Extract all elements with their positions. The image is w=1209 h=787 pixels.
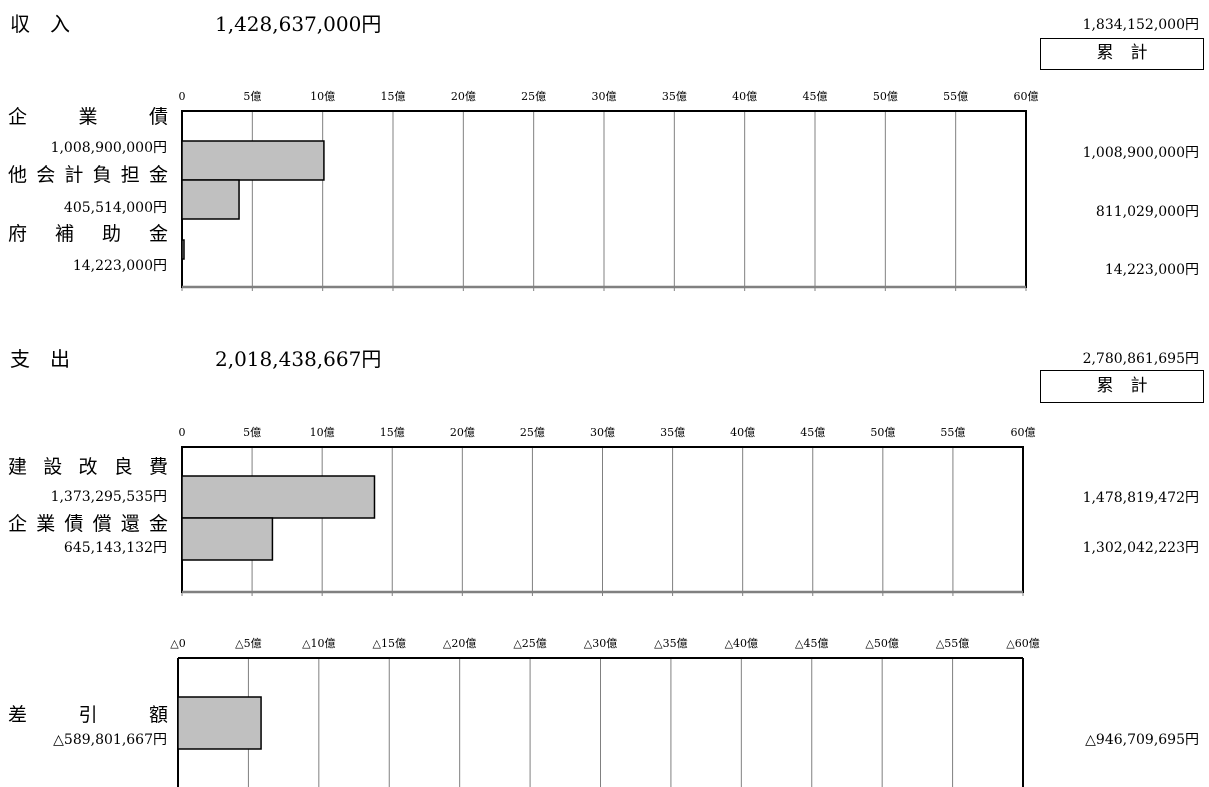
bar <box>177 696 262 750</box>
x-tick-label: △25億 <box>513 637 546 650</box>
x-tick-label: △55億 <box>936 637 969 650</box>
expense-item-cumulative: 1,302,042,223円 <box>1082 540 1199 556</box>
x-tick-label: 0 <box>179 426 186 439</box>
bar <box>181 475 376 519</box>
x-tick-label: 40億 <box>732 90 757 103</box>
expense-item-label: 企業債償還金 <box>8 513 168 535</box>
x-tick-label: 45億 <box>800 426 825 439</box>
x-tick-label: 20億 <box>451 90 476 103</box>
x-tick-label: 55億 <box>940 426 965 439</box>
income-item-label: 他会計負担金 <box>8 164 168 186</box>
x-tick-label: 35億 <box>660 426 685 439</box>
expense-item-amount: 645,143,132円 <box>63 540 167 556</box>
x-tick-label: △0 <box>170 637 185 650</box>
x-tick-label: 0 <box>179 90 186 103</box>
x-tick-label: 10億 <box>310 90 335 103</box>
expense-item-label: 建設改良費 <box>8 456 168 478</box>
x-tick-label: △5億 <box>235 637 261 650</box>
income-item-amount: 1,008,900,000円 <box>50 140 167 156</box>
x-tick-label: △20億 <box>443 637 476 650</box>
x-tick-label: 25億 <box>520 426 545 439</box>
x-tick-label: 60億 <box>1011 426 1036 439</box>
x-tick-label: 35億 <box>662 90 687 103</box>
income-item-cumulative: 14,223,000円 <box>1104 262 1199 278</box>
income-item-amount: 405,514,000円 <box>63 200 167 216</box>
bar <box>181 517 274 561</box>
income-item-label: 企 業 債 <box>8 106 168 128</box>
x-tick-label: 30億 <box>592 90 617 103</box>
income-item-amount: 14,223,000円 <box>72 258 167 274</box>
x-tick-label: 15億 <box>381 90 406 103</box>
income-item-cumulative: 1,008,900,000円 <box>1082 145 1199 161</box>
x-tick-label: 10億 <box>310 426 335 439</box>
bar <box>181 239 185 260</box>
income-item-label: 府 補 助 金 <box>8 223 168 245</box>
x-tick-label: △50億 <box>865 637 898 650</box>
income-item-cumulative: 811,029,000円 <box>1095 204 1199 220</box>
x-tick-label: 55億 <box>943 90 968 103</box>
bar <box>181 140 325 181</box>
x-tick-label: 60億 <box>1014 90 1039 103</box>
income-cumulative-total: 1,834,152,000円 <box>1082 17 1199 33</box>
x-tick-label: 5億 <box>243 426 261 439</box>
expense-item-amount: 1,373,295,535円 <box>50 489 167 505</box>
x-tick-label: 30億 <box>590 426 615 439</box>
x-tick-label: 50億 <box>870 426 895 439</box>
x-tick-label: 40億 <box>730 426 755 439</box>
x-tick-label: △15億 <box>373 637 406 650</box>
x-tick-label: 45億 <box>803 90 828 103</box>
x-tick-label: 20億 <box>450 426 475 439</box>
x-tick-label: 5億 <box>243 90 261 103</box>
expense-cumulative-label: 累 計 <box>1040 370 1204 403</box>
x-tick-label: 25億 <box>521 90 546 103</box>
income-cumulative-label: 累 計 <box>1040 38 1204 70</box>
x-tick-label: △40億 <box>725 637 758 650</box>
difference-item-cumulative: △946,709,695円 <box>1085 732 1199 748</box>
x-tick-label: △35億 <box>654 637 687 650</box>
expense-title: 支 出 <box>10 347 70 371</box>
difference-item-label: 差 引 額 <box>8 704 168 726</box>
x-tick-label: 15億 <box>380 426 405 439</box>
expense-cumulative-total: 2,780,861,695円 <box>1082 351 1199 367</box>
x-tick-label: △10億 <box>302 637 335 650</box>
income-total: 1,428,637,000円 <box>215 12 382 36</box>
income-title: 収 入 <box>10 12 70 36</box>
expense-item-cumulative: 1,478,819,472円 <box>1082 490 1199 506</box>
x-tick-label: △30億 <box>584 637 617 650</box>
bar <box>181 179 240 220</box>
x-tick-label: 50億 <box>873 90 898 103</box>
expense-total: 2,018,438,667円 <box>215 347 382 371</box>
difference-item-amount: △589,801,667円 <box>53 732 167 748</box>
x-tick-label: △60億 <box>1006 637 1039 650</box>
x-tick-label: △45億 <box>795 637 828 650</box>
